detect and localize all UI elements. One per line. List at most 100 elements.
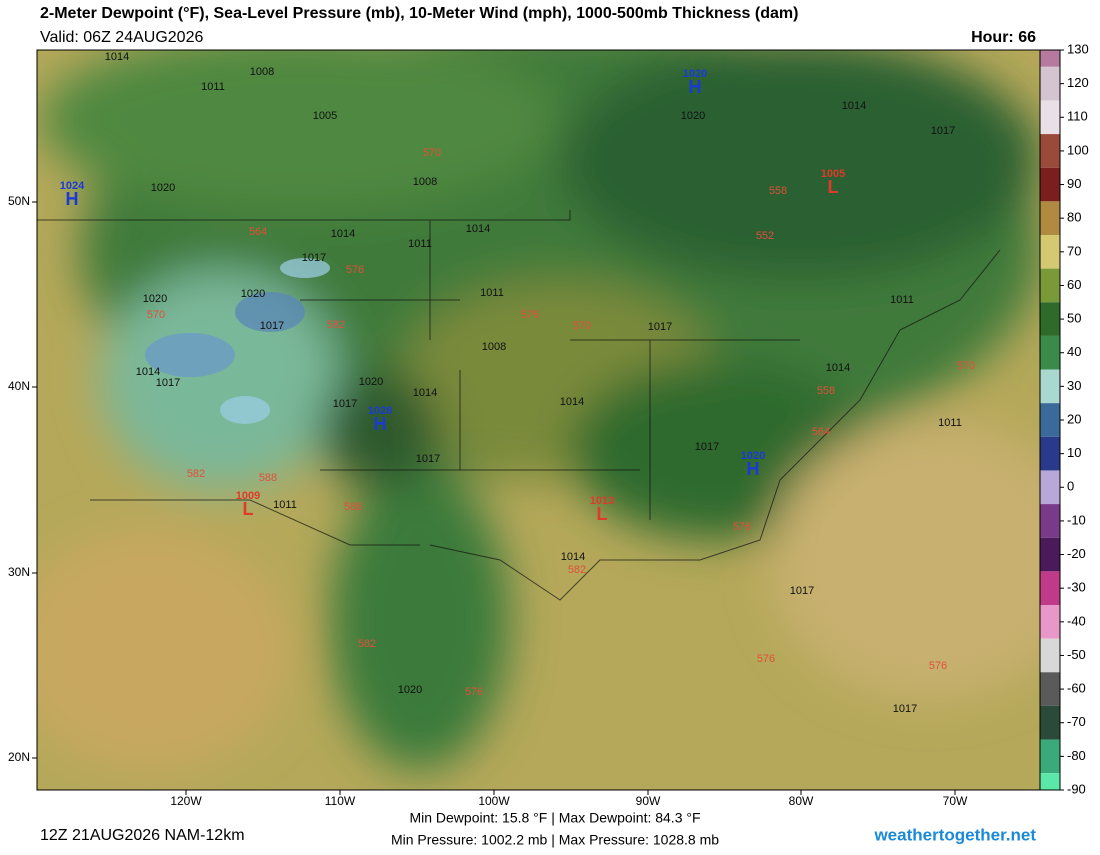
isobar-label: 1014 [561, 551, 585, 563]
colorbar-swatch [1040, 739, 1060, 774]
isobar-label: 1020 [681, 110, 705, 122]
lon-label: 70W [943, 794, 968, 808]
colorbar-label: 0 [1067, 479, 1074, 494]
isobar-label: 1008 [250, 66, 274, 78]
isobar-label: 1017 [302, 252, 326, 264]
colorbar-swatch [1040, 773, 1060, 790]
colorbar-label: -20 [1067, 546, 1086, 561]
isobar-label: 1011 [890, 294, 914, 306]
isobar-label: 1017 [931, 125, 955, 137]
thickness-label: 576 [465, 686, 483, 698]
colorbar-swatch [1040, 436, 1060, 471]
dewpoint-range: Min Dewpoint: 15.8 °F | Max Dewpoint: 84… [409, 810, 700, 826]
center-value: 1005 [821, 168, 845, 180]
thickness-label: 582 [327, 319, 345, 331]
center-value: 1013 [590, 495, 614, 507]
center-value: 1009 [236, 490, 260, 502]
isobar-label: 1014 [331, 228, 355, 240]
isobar-label: 1014 [560, 396, 584, 408]
isobar-label: 1017 [648, 321, 672, 333]
thickness-label: 564 [812, 426, 830, 438]
isobar-label: 1014 [842, 100, 866, 112]
lat-label: 20N [8, 750, 30, 764]
colorbar-swatch [1040, 201, 1060, 235]
isobar-label: 1011 [938, 417, 962, 429]
isobar-label: 1014 [105, 51, 129, 63]
lon-label: 120W [170, 794, 202, 808]
thickness-label: 588 [344, 501, 362, 513]
borders [37, 210, 1001, 601]
colorbar-swatch [1040, 100, 1060, 135]
isobar-label: 1017 [695, 441, 719, 453]
colorbar-label: -40 [1067, 613, 1086, 628]
center-value: 1020 [741, 450, 765, 462]
isobar-label: 1020 [359, 376, 383, 388]
center-symbol: H [747, 459, 760, 479]
isobar-label: 1014 [466, 223, 490, 235]
thickness-label: 564 [249, 226, 267, 238]
center-symbol: L [597, 504, 608, 524]
colorbar-swatch [1040, 335, 1060, 370]
colorbar-label: 120 [1067, 75, 1089, 90]
thickness-label: 552 [756, 230, 774, 242]
thickness-label: 570 [573, 320, 591, 332]
isobar-label: 1008 [482, 341, 506, 353]
colorbar-swatch [1040, 672, 1060, 706]
pressure-range: Min Pressure: 1002.2 mb | Max Pressure: … [391, 832, 719, 848]
forecast-hour: Hour: 66 [971, 29, 1036, 46]
colorbar-swatch [1040, 638, 1060, 673]
colorbar-label: 20 [1067, 411, 1081, 426]
colorbar-label: -60 [1067, 681, 1086, 696]
colorbar-swatch [1040, 66, 1060, 101]
isobar-label: 1011 [273, 499, 297, 511]
thickness-label: 558 [817, 385, 835, 397]
isobar-label: 1017 [333, 398, 357, 410]
colorbar-swatch [1040, 504, 1060, 538]
colorbar-label: 60 [1067, 277, 1081, 292]
graticule: 50N 40N 30N 20N 120W 110W 100W 90W 80W 70W [8, 194, 968, 808]
isobar-label: 1008 [413, 176, 437, 188]
colorbar-swatch [1040, 167, 1060, 202]
thickness-label: 570 [957, 360, 975, 372]
colorbar-swatch [1040, 470, 1060, 505]
center-value: 1020 [683, 68, 707, 80]
center-symbol: H [66, 189, 79, 209]
center-symbol: H [374, 414, 387, 434]
site-link[interactable]: weathertogether.net [873, 825, 1036, 844]
colorbar-swatch [1040, 134, 1060, 168]
lon-label: 80W [789, 794, 814, 808]
thickness-label: 576 [733, 521, 751, 533]
center-value: 1024 [60, 180, 85, 192]
isobar-label: 1020 [398, 684, 422, 696]
colorbar-swatch [1040, 537, 1060, 572]
colorbar-swatch [1040, 235, 1060, 269]
isobar-label: 1020 [241, 288, 265, 300]
thickness-label: 576 [757, 653, 775, 665]
colorbar-swatch [1040, 369, 1060, 404]
isobar-label: 1017 [790, 585, 814, 597]
thickness-label: 576 [521, 309, 539, 321]
colorbar-label: 50 [1067, 311, 1081, 326]
colorbar-swatch [1040, 50, 1060, 67]
colorbar-label: 80 [1067, 210, 1081, 225]
colorbar-swatch [1040, 268, 1060, 303]
thickness-label: 576 [346, 264, 364, 276]
center-value: 1028 [368, 405, 392, 417]
map [37, 50, 1040, 790]
center-symbol: L [828, 177, 839, 197]
isobar-label: 1005 [313, 110, 337, 122]
isobar-label: 1017 [156, 377, 180, 389]
colorbar-swatch [1040, 302, 1060, 336]
colorbar-label: -80 [1067, 748, 1086, 763]
isobar-label: 1014 [136, 366, 160, 378]
colorbar-label: 40 [1067, 344, 1081, 359]
thickness-label: 576 [929, 660, 947, 672]
colorbar-label: -30 [1067, 580, 1086, 595]
valid-time: Valid: 06Z 24AUG2026 [40, 29, 203, 46]
lat-label: 50N [8, 194, 30, 208]
colorbar-label: 70 [1067, 243, 1081, 258]
lon-label: 100W [478, 794, 510, 808]
center-symbol: H [689, 77, 702, 97]
colorbar-label: 130 [1067, 41, 1089, 56]
